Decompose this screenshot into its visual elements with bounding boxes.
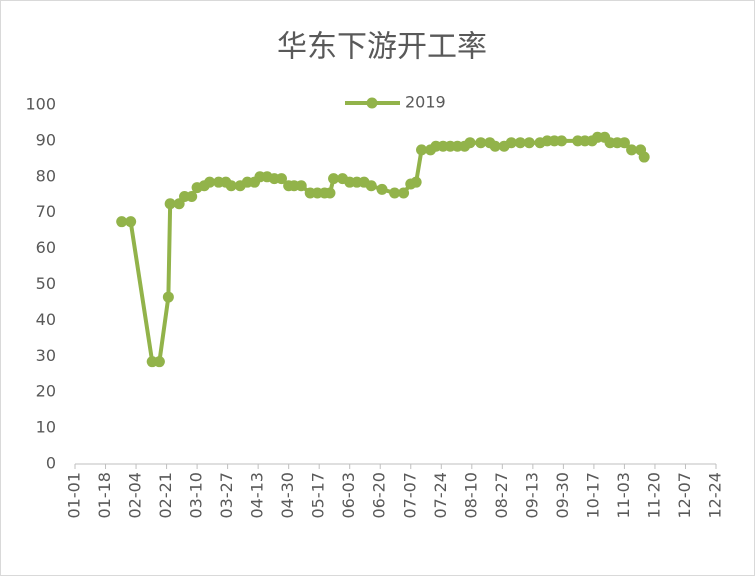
x-tick-label: 11-20 [644,472,663,519]
y-tick-label: 10 [36,418,56,437]
point [116,216,128,228]
x-tick-label: 03-27 [217,472,236,519]
x-tick-label: 07-24 [431,472,450,519]
point [225,180,237,192]
point [475,137,487,149]
point [638,151,650,163]
x-tick-label: 10-17 [583,472,602,519]
y-tick-label: 70 [36,202,56,221]
x-tick-label: 02-04 [126,472,145,519]
y-tick-label: 100 [25,95,56,114]
point [416,144,428,156]
point [295,180,307,192]
point [365,180,377,192]
x-tick-label: 05-17 [309,472,328,519]
legend-marker [366,97,378,109]
point [204,176,216,188]
point [324,187,336,199]
point [376,183,388,195]
x-tick-label: 08-27 [492,472,511,518]
x-tick-label: 02-21 [156,472,175,519]
point [618,137,630,149]
point [556,135,568,147]
x-tick-label: 08-10 [461,472,480,519]
x-tick-label: 12-07 [675,472,694,519]
point [410,176,422,188]
point [186,191,198,203]
point [164,198,176,210]
point [125,216,137,228]
point [328,173,340,185]
x-tick-label: 03-10 [187,472,206,519]
y-tick-label: 20 [36,382,56,401]
point [153,356,165,368]
y-tick-label: 30 [36,346,56,365]
x-tick-label: 04-13 [248,472,267,519]
y-tick-label: 60 [36,238,56,257]
point [626,144,638,156]
x-tick-label: 07-07 [400,472,419,519]
x-tick-label: 01-18 [95,472,114,519]
x-tick-label: 06-03 [339,472,358,519]
x-tick-label: 11-03 [614,472,633,519]
y-tick-label: 0 [46,454,56,473]
point [162,291,174,303]
x-tick-label: 12-24 [706,472,725,519]
y-tick-label: 50 [36,274,56,293]
point [505,137,517,149]
x-tick-label: 04-30 [278,472,297,519]
y-tick-label: 80 [36,166,56,185]
point [275,173,287,185]
x-tick-label: 01-01 [65,472,84,519]
point [389,187,401,199]
y-tick-label: 90 [36,130,56,149]
legend-label: 2019 [405,93,446,112]
point [489,140,501,152]
x-tick-label: 09-30 [553,472,572,519]
point [523,137,535,149]
x-tick-label: 09-13 [522,472,541,519]
point [398,187,410,199]
x-tick-label: 06-20 [370,472,389,519]
point [514,137,526,149]
chart-title: 华东下游开工率 [277,30,487,65]
point [464,137,476,149]
y-tick-label: 40 [36,310,56,329]
